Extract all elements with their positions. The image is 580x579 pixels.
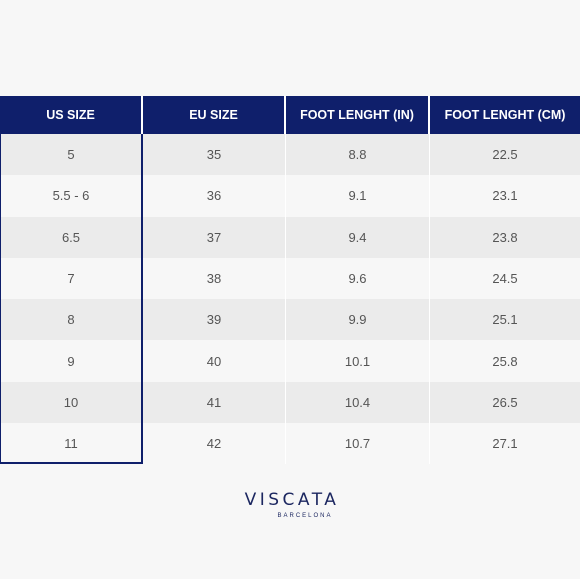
foot-length-cm-cell: 26.5 (492, 394, 518, 410)
eu-size-cell: 40 (143, 340, 286, 382)
us-size-cell: 7 (0, 257, 143, 300)
header-us-size: US SIZE (0, 96, 143, 134)
table-row: 5.5 - 6 36 9.1 23.1 (0, 175, 580, 217)
foot-length-cm-cell: 23.8 (492, 229, 518, 245)
table-row: 6.5 37 9.4 23.8 (0, 216, 580, 258)
table-row: 11 42 10.7 27.1 (0, 423, 580, 465)
foot-length-cm-cell: 23.1 (492, 188, 518, 204)
foot-length-in-cell: 9.9 (286, 299, 430, 341)
eu-size-cell: 42 (143, 423, 286, 465)
foot-length-in-cell: 10.1 (286, 340, 430, 382)
us-size-cell: 9 (0, 340, 143, 382)
foot-length-cm-cell: 25.8 (492, 353, 518, 369)
table-row: 7 38 9.6 24.5 (0, 257, 580, 300)
foot-length-in-cell: 10.7 (286, 423, 430, 465)
foot-length-in-cell: 9.4 (286, 216, 430, 258)
size-chart-header: US SIZE EU SIZE FOOT LENGHT (IN) FOOT LE… (0, 96, 580, 134)
table-row: 10 41 10.4 26.5 (0, 381, 580, 424)
brand-location: BARCELONA (277, 513, 333, 519)
eu-size-cell: 36 (143, 175, 286, 217)
size-chart-body: 5 35 8.8 22.5 5.5 - 6 36 9.1 23.1 6.5 37… (0, 134, 580, 465)
foot-length-in-cell: 8.8 (286, 134, 430, 176)
foot-length-in-cell: 9.1 (286, 175, 430, 217)
size-chart: US SIZE EU SIZE FOOT LENGHT (IN) FOOT LE… (0, 96, 580, 465)
us-size-cell: 10 (0, 381, 143, 424)
us-size-cell: 6.5 (0, 216, 143, 258)
us-size-cell: 5 (0, 134, 143, 176)
header-foot-length-in: FOOT LENGHT (IN) (286, 96, 430, 134)
us-size-cell: 11 (0, 423, 143, 465)
eu-size-cell: 41 (143, 381, 286, 424)
table-row: 9 40 10.1 25.8 (0, 340, 580, 382)
eu-size-cell: 39 (143, 299, 286, 341)
foot-length-in-cell: 9.6 (286, 257, 430, 300)
foot-length-cm-cell: 27.1 (492, 436, 518, 452)
brand-logo: VISCATA BARCELONA (0, 490, 580, 519)
foot-length-cm-cell: 24.5 (492, 271, 518, 287)
eu-size-cell: 35 (143, 134, 286, 176)
table-row: 8 39 9.9 25.1 (0, 299, 580, 341)
eu-size-cell: 37 (143, 216, 286, 258)
table-row: 5 35 8.8 22.5 (0, 134, 580, 176)
foot-length-cm-cell: 22.5 (492, 147, 518, 163)
header-eu-size: EU SIZE (143, 96, 286, 134)
foot-length-cm-cell: 25.1 (492, 312, 518, 328)
brand-name: VISCATA (244, 490, 340, 510)
header-foot-length-cm: FOOT LENGHT (CM) (444, 108, 566, 122)
foot-length-in-cell: 10.4 (286, 381, 430, 424)
us-size-cell: 8 (0, 299, 143, 341)
us-size-cell: 5.5 - 6 (0, 175, 143, 217)
eu-size-cell: 38 (143, 257, 286, 300)
